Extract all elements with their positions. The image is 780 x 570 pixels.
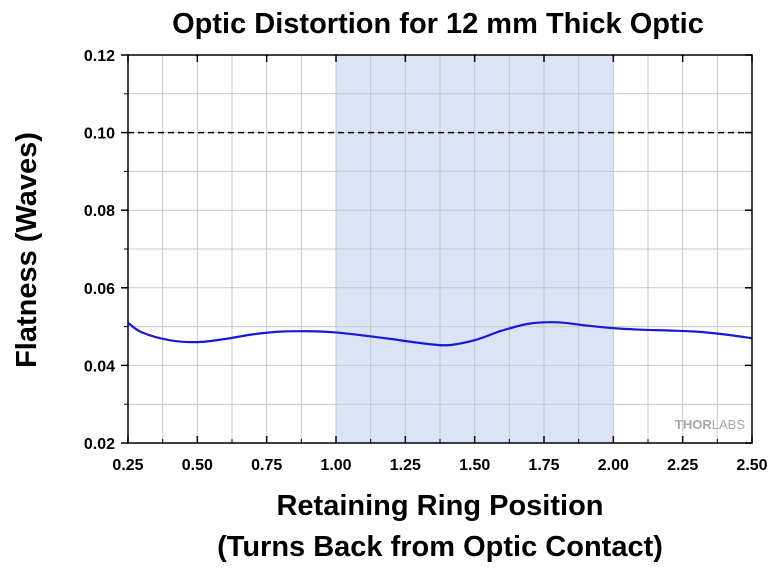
watermark-thor: THOR bbox=[675, 417, 712, 432]
x-tick-label: 0.50 bbox=[182, 457, 213, 474]
y-tick-label: 0.04 bbox=[84, 358, 115, 375]
x-tick-label: 1.00 bbox=[320, 457, 351, 474]
x-tick-label: 1.50 bbox=[459, 457, 490, 474]
watermark-logo: THORLABS bbox=[675, 417, 745, 432]
watermark-labs: LABS bbox=[712, 417, 746, 432]
chart-title: Optic Distortion for 12 mm Thick Optic bbox=[172, 8, 704, 40]
y-tick-label: 0.12 bbox=[84, 48, 115, 65]
x-tick-label: 2.50 bbox=[736, 457, 767, 474]
y-axis-title: Flatness (Waves) bbox=[11, 132, 43, 368]
x-tick-label: 0.25 bbox=[112, 457, 143, 474]
y-axis-ticks: 0.02 0.04 0.06 0.08 0.10 0.12 bbox=[84, 48, 752, 453]
x-axis-ticks: 0.25 0.50 0.75 1.00 1.25 1.50 1.75 2.00 2.25 2.50 bbox=[112, 55, 768, 474]
y-tick-label: 0.10 bbox=[84, 126, 115, 143]
y-tick-label: 0.06 bbox=[84, 281, 115, 298]
x-tick-label: 2.25 bbox=[667, 457, 698, 474]
x-tick-label: 1.75 bbox=[528, 457, 559, 474]
y-tick-label: 0.08 bbox=[84, 203, 115, 220]
x-tick-label: 0.75 bbox=[251, 457, 282, 474]
x-axis-title-line1: Retaining Ring Position bbox=[276, 490, 603, 522]
series-line bbox=[127, 321, 753, 347]
y-tick-label: 0.02 bbox=[84, 436, 115, 453]
x-axis-title-line2: (Turns Back from Optic Contact) bbox=[217, 531, 663, 563]
x-tick-label: 2.00 bbox=[598, 457, 629, 474]
x-tick-label: 1.25 bbox=[390, 457, 421, 474]
series-group bbox=[127, 321, 753, 347]
